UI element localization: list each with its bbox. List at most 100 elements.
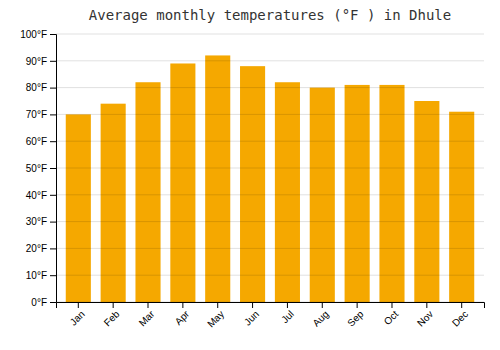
tick-mark <box>50 248 56 249</box>
tick-label: May <box>205 308 226 329</box>
grid-line <box>56 60 484 61</box>
tick-label: Jun <box>242 308 261 327</box>
bar <box>101 104 126 302</box>
tick-mark <box>426 302 427 308</box>
bars <box>66 55 474 302</box>
x-tick: Oct <box>382 302 401 327</box>
plot-area: 0°F 10°F 20°F 30°F 40°F 50°F 60°F 70°F 80°F 90°F 1… <box>20 29 484 330</box>
tick-mark <box>50 302 56 303</box>
tick-mark <box>287 302 288 308</box>
bar <box>205 55 230 302</box>
x-tick: Feb <box>102 302 122 328</box>
tick-label: Jul <box>279 308 296 325</box>
tick-mark <box>50 114 56 115</box>
grid-line <box>56 141 484 142</box>
grid <box>56 34 484 302</box>
x-tick: Jun <box>242 302 261 328</box>
grid-line <box>56 194 484 195</box>
x-tick: Apr <box>173 302 192 327</box>
title: Average monthly temperatures (°F ) in Dh… <box>89 7 451 23</box>
grid-line <box>56 248 484 249</box>
grid-line <box>56 87 484 88</box>
tick-mark <box>78 302 79 308</box>
tick-label: Aug <box>310 308 330 328</box>
tick-mark <box>50 222 56 223</box>
y-tick: 0°F <box>31 297 56 308</box>
y-tick: 90°F <box>26 56 56 67</box>
tick-label: Sep <box>345 308 366 329</box>
y-axis: 0°F 10°F 20°F 30°F 40°F 50°F 60°F 70°F 80°F 90°F 1… <box>20 29 56 308</box>
y-tick: 70°F <box>26 109 56 120</box>
tick-label: 60°F <box>26 136 47 147</box>
grid-line <box>56 275 484 276</box>
tick-mark <box>217 302 218 308</box>
x-tick: Dec <box>450 302 470 329</box>
y-tick: 20°F <box>26 243 56 254</box>
tick-label: Mar <box>137 308 157 328</box>
x-tick: Aug <box>310 302 330 329</box>
tick-label: 70°F <box>26 109 47 120</box>
tick-mark <box>50 61 56 62</box>
tick-mark <box>50 88 56 89</box>
tick-mark <box>252 302 253 308</box>
tick-mark <box>182 302 183 308</box>
y-tick: 30°F <box>26 216 56 227</box>
tick-label: 90°F <box>26 56 47 67</box>
tick-mark <box>148 302 149 308</box>
y-tick: 50°F <box>26 163 56 174</box>
tick-label: Oct <box>382 308 401 327</box>
tick-label: 40°F <box>26 190 47 201</box>
y-tick: 100°F <box>20 29 56 40</box>
grid-line <box>56 34 484 35</box>
tick-mark <box>50 168 56 169</box>
x-tick: Jan <box>68 302 87 328</box>
grid-line <box>56 221 484 222</box>
tick-label: 80°F <box>26 82 47 93</box>
bar <box>170 63 195 302</box>
tick-label: Feb <box>102 308 122 328</box>
tick-label: 0°F <box>31 297 47 308</box>
grid-line <box>56 168 484 169</box>
tick-label: Apr <box>173 308 192 327</box>
chart-svg: 0°F 10°F 20°F 30°F 40°F 50°F 60°F 70°F 80°F 90°F 1… <box>0 0 500 350</box>
tick-label: Jan <box>68 308 87 327</box>
y-tick: 80°F <box>26 82 56 93</box>
tick-label: 10°F <box>26 270 47 281</box>
bar <box>135 82 160 302</box>
x-tick: May <box>205 302 226 330</box>
axis-line <box>50 35 57 303</box>
axis-line <box>57 303 485 309</box>
tick-mark <box>50 141 56 142</box>
bar <box>345 85 370 302</box>
y-tick: 10°F <box>26 270 56 281</box>
tick-mark <box>322 302 323 308</box>
tick-label: 50°F <box>26 163 47 174</box>
bar <box>414 101 439 302</box>
chart-container: 0°F 10°F 20°F 30°F 40°F 50°F 60°F 70°F 80°F 90°F 1… <box>0 0 500 350</box>
x-tick: Jul <box>279 302 296 325</box>
bar <box>66 114 91 302</box>
bar <box>449 112 474 302</box>
bar <box>275 82 300 302</box>
bar <box>240 66 265 302</box>
tick-label: 100°F <box>20 29 47 40</box>
tick-mark <box>391 302 392 308</box>
tick-mark <box>357 302 358 308</box>
x-tick: Sep <box>345 302 366 329</box>
x-axis: Jan Feb Mar Apr May Jun Jul Aug Sep Oct Nov Dec <box>57 302 485 330</box>
grid-line <box>56 114 484 115</box>
tick-mark <box>113 302 114 308</box>
tick-label: Dec <box>450 308 470 328</box>
x-tick: Mar <box>137 302 157 328</box>
tick-label: Nov <box>415 308 435 328</box>
tick-mark <box>50 34 56 35</box>
bar <box>379 85 404 302</box>
y-tick: 40°F <box>26 190 56 201</box>
y-tick: 60°F <box>26 136 56 147</box>
tick-label: 30°F <box>26 216 47 227</box>
x-tick: Nov <box>415 302 435 329</box>
tick-mark <box>50 275 56 276</box>
tick-mark <box>461 302 462 308</box>
tick-label: 20°F <box>26 243 47 254</box>
tick-mark <box>50 195 56 196</box>
